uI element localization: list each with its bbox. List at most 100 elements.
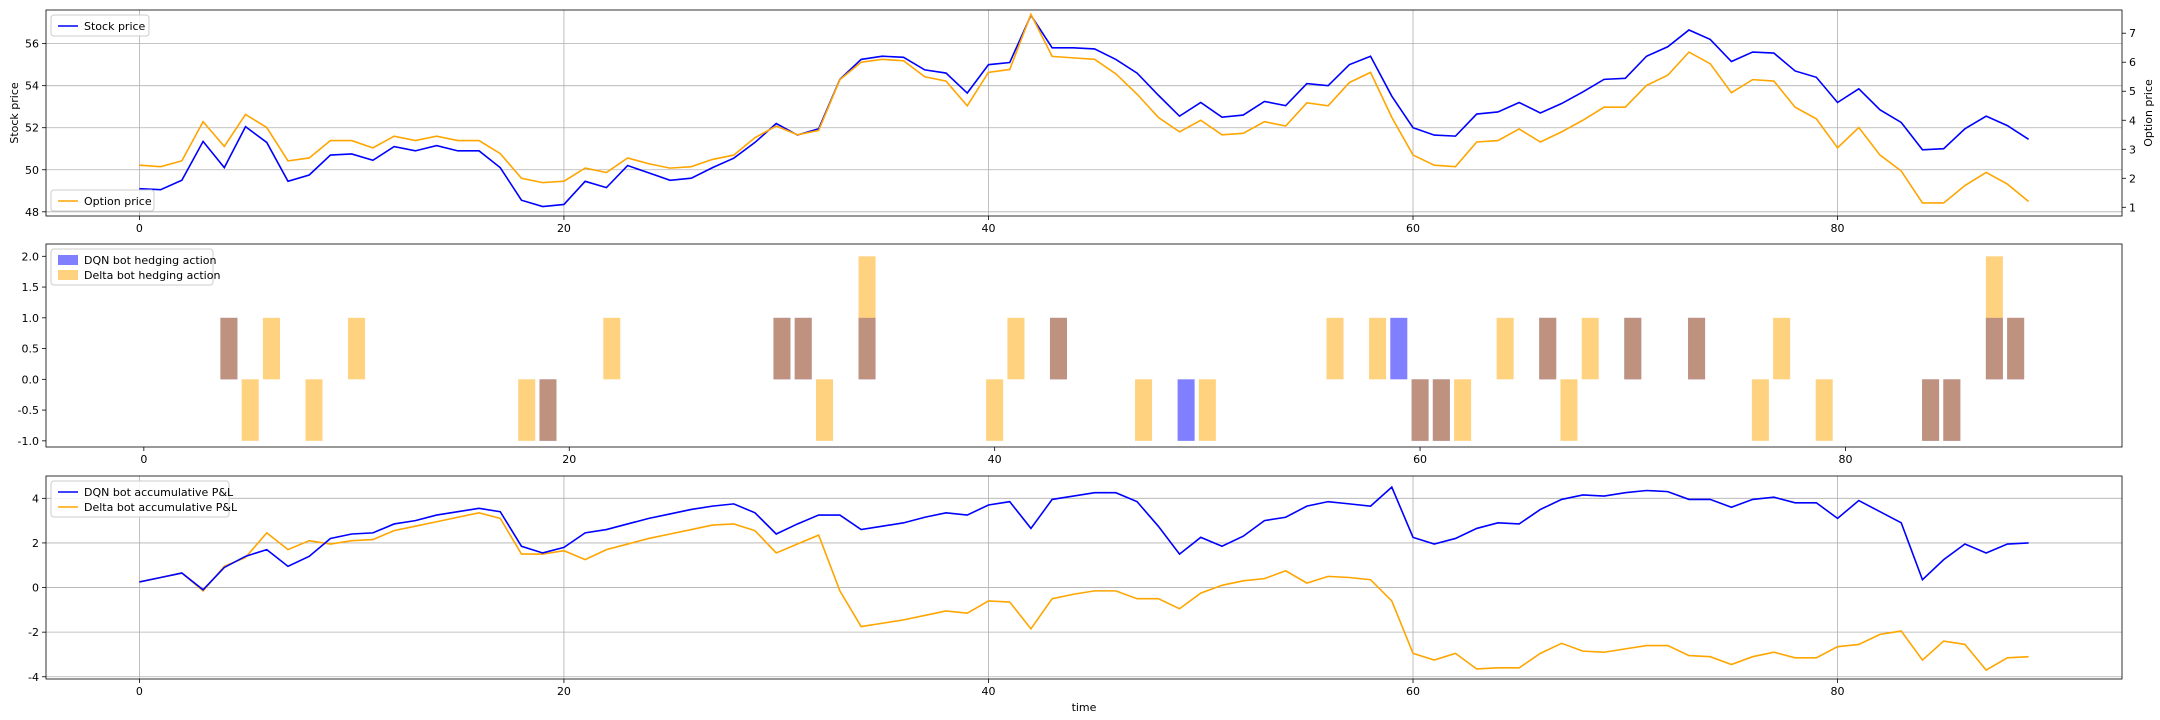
axes-frame: [45, 9, 2123, 217]
delta-pnl-line: [139, 511, 2029, 672]
y-axis-label: Stock price: [8, 82, 21, 144]
y-tick-label: 0: [32, 582, 39, 595]
axes-frame: [45, 243, 2123, 448]
dqn-pnl-line: [139, 485, 2029, 591]
x-axis-label: time: [1072, 701, 1097, 714]
y-tick-label: 2: [32, 537, 39, 550]
y-tick-label: -2: [28, 626, 39, 639]
x-tick-label: 60: [1406, 222, 1420, 235]
x-tick-label: 40: [988, 453, 1002, 466]
x-tick-label: 20: [557, 685, 571, 698]
accumulative-pnl-panel: 0 20 40 60 80 -4 -2 0 2 4 time DQN bot accumulative…: [28, 475, 2123, 714]
delta-action-bar: [1751, 379, 1769, 441]
y2-tick-label: 5: [2129, 85, 2136, 98]
x-tick-label: 80: [1831, 685, 1845, 698]
dqn-action-bar: [1177, 379, 1195, 441]
delta-action-bar: [1688, 317, 1706, 380]
delta-action-bar: [1049, 317, 1067, 380]
x-tick-label: 0: [136, 222, 143, 235]
legend-label: Option price: [84, 195, 152, 208]
legend-option: [50, 189, 155, 212]
delta-action-bar: [518, 379, 536, 441]
delta-action-bar: [1539, 317, 1557, 380]
delta-action-bar: [305, 379, 323, 441]
delta-action-bar: [1985, 256, 2003, 380]
y-tick-label: 1.0: [22, 312, 40, 325]
y2-tick-label: 4: [2129, 114, 2136, 127]
y-tick-label: 4: [32, 492, 39, 505]
legend-patch-swatch: [58, 270, 78, 280]
delta-action-bar: [1581, 317, 1599, 380]
x-tick-label: 40: [981, 685, 995, 698]
x-tick-label: 60: [1413, 453, 1427, 466]
y-tick-label: 50: [25, 164, 39, 177]
x-tick-label: 20: [557, 222, 571, 235]
legend-stock: [50, 14, 150, 37]
delta-action-bar: [1815, 379, 1833, 441]
delta-action-bar: [1198, 379, 1216, 441]
x-tick-label: 60: [1406, 685, 1420, 698]
x-tick-label: 40: [981, 222, 995, 235]
delta-action-bar: [1496, 317, 1514, 380]
y-tick-label: 2.0: [22, 250, 40, 263]
y2-tick-label: 6: [2129, 56, 2136, 69]
delta-action-bar: [986, 379, 1004, 441]
legend-label: Delta bot hedging action: [84, 269, 220, 282]
y2-tick-label: 3: [2129, 143, 2136, 156]
x-tick-label: 20: [562, 453, 576, 466]
delta-action-bar: [603, 317, 621, 380]
delta-action-bar: [1560, 379, 1578, 441]
delta-action-bar: [1432, 379, 1450, 441]
delta-action-bar: [1369, 317, 1387, 380]
y2-tick-label: 2: [2129, 172, 2136, 185]
x-tick-label: 0: [140, 453, 147, 466]
delta-action-bar: [220, 317, 238, 380]
legend-hedging: [50, 248, 214, 286]
delta-action-bar: [1454, 379, 1472, 441]
legend-label: DQN bot hedging action: [84, 254, 216, 267]
legend-pnl: [50, 480, 230, 518]
delta-action-bar: [1326, 317, 1344, 380]
delta-action-bar: [2007, 317, 2025, 380]
y-tick-label: 56: [25, 38, 39, 51]
legend-patch-swatch: [58, 255, 78, 265]
delta-action-bar: [1411, 379, 1429, 441]
delta-action-bar: [1007, 317, 1025, 380]
y-tick-label: 54: [25, 80, 39, 93]
delta-action-bar: [1943, 379, 1961, 441]
delta-action-bar: [348, 317, 366, 380]
legend-label: Stock price: [84, 20, 146, 33]
legend-label: Delta bot accumulative P&L: [84, 501, 238, 514]
delta-action-bar: [858, 256, 876, 380]
x-tick-label: 80: [1838, 453, 1852, 466]
delta-action-bar: [773, 317, 791, 380]
delta-action-bar: [1773, 317, 1791, 380]
delta-action-bar: [262, 317, 280, 380]
axes-frame: [45, 475, 2123, 680]
x-tick-label: 0: [136, 685, 143, 698]
hedging-action-panel: 0 20 40 60 80 -1.0 -0.5 0.0 0.5 1.0 1.5 2.0 DQN bot …: [18, 243, 2123, 466]
delta-action-bar: [794, 317, 812, 380]
delta-action-bar: [1135, 379, 1153, 441]
y-tick-label: -4: [28, 671, 39, 684]
y-tick-label: 48: [25, 206, 39, 219]
y-tick-label: -1.0: [18, 435, 39, 448]
delta-action-bar: [241, 379, 259, 441]
y-tick-label: 0.5: [22, 343, 40, 356]
y-tick-label: 1.5: [22, 281, 40, 294]
y2-tick-label: 7: [2129, 27, 2136, 40]
option-price-line: [139, 12, 2030, 204]
y-tick-label: 0.0: [22, 373, 40, 386]
stock-price-line: [139, 13, 2030, 208]
y-tick-label: 52: [25, 122, 39, 135]
y2-axis-label: Option price: [2142, 79, 2155, 147]
delta-action-bar: [539, 379, 557, 441]
delta-action-bar: [1922, 379, 1940, 441]
legend-label: DQN bot accumulative P&L: [84, 486, 234, 499]
delta-action-bar: [815, 379, 834, 441]
x-tick-label: 80: [1831, 222, 1845, 235]
delta-action-bar: [1624, 317, 1642, 380]
y2-tick-label: 1: [2129, 201, 2136, 214]
